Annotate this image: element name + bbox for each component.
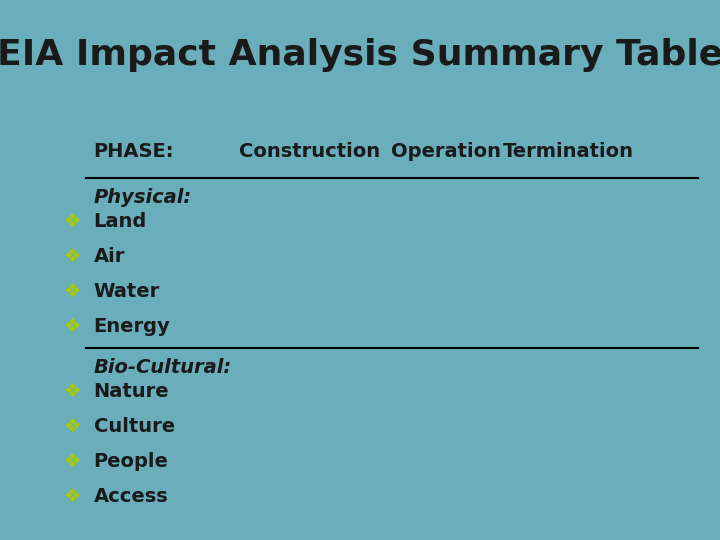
Text: ❖: ❖ bbox=[63, 247, 81, 266]
Text: Termination: Termination bbox=[503, 141, 634, 161]
Text: Energy: Energy bbox=[94, 317, 171, 336]
Text: Nature: Nature bbox=[94, 382, 169, 401]
Text: ❖: ❖ bbox=[63, 282, 81, 301]
Text: Air: Air bbox=[94, 247, 125, 266]
Text: ❖: ❖ bbox=[63, 417, 81, 436]
Text: Operation: Operation bbox=[392, 141, 501, 161]
Text: Water: Water bbox=[94, 282, 160, 301]
Text: PHASE:: PHASE: bbox=[94, 141, 174, 161]
Text: People: People bbox=[94, 452, 168, 471]
Text: Bio-Cultural:: Bio-Cultural: bbox=[94, 357, 232, 377]
Text: ❖: ❖ bbox=[63, 317, 81, 336]
Text: Culture: Culture bbox=[94, 417, 175, 436]
Text: ❖: ❖ bbox=[63, 452, 81, 471]
Text: Land: Land bbox=[94, 212, 147, 231]
Text: Construction: Construction bbox=[239, 141, 380, 161]
Text: EIA Impact Analysis Summary Table: EIA Impact Analysis Summary Table bbox=[0, 38, 720, 72]
Text: ❖: ❖ bbox=[63, 382, 81, 401]
Text: Access: Access bbox=[94, 487, 168, 507]
Text: ❖: ❖ bbox=[63, 487, 81, 507]
Text: Physical:: Physical: bbox=[94, 187, 192, 207]
Text: ❖: ❖ bbox=[63, 212, 81, 231]
